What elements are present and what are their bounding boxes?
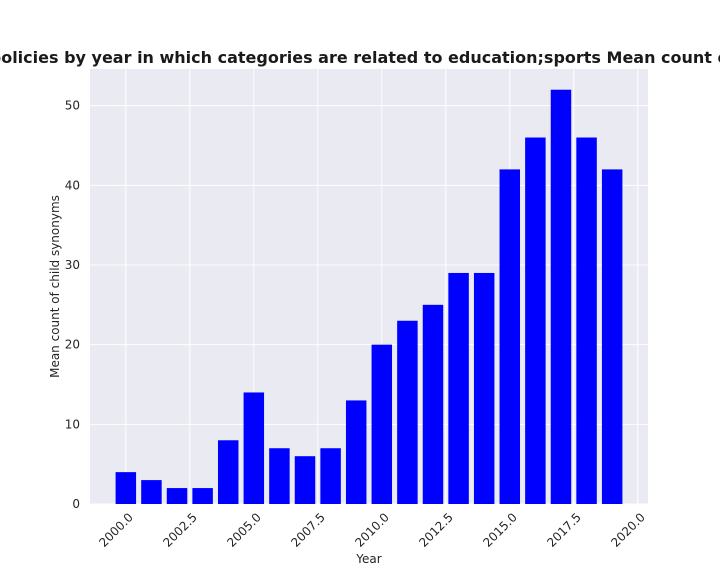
chart-title: Mean count of child synonyms in privacy … (0, 48, 720, 67)
x-tick-label-5: 2012.5 (416, 510, 456, 550)
bar-2001 (141, 480, 162, 504)
bar-2003 (192, 488, 213, 504)
x-tick-label-1: 2002.5 (160, 510, 200, 550)
x-tick-label-3: 2007.5 (288, 510, 328, 550)
bar-2009 (345, 400, 367, 504)
y-tick-label-1: 10 (65, 417, 80, 431)
x-axis-label: Year (355, 552, 381, 566)
bar-2015 (499, 169, 521, 504)
x-tick-label-2: 2005.0 (224, 510, 264, 550)
bars (115, 89, 623, 504)
bar-2019 (601, 169, 623, 504)
bar-2010 (371, 344, 393, 504)
x-tick-label-7: 2017.5 (544, 510, 584, 550)
x-tick-label-0: 2000.0 (96, 510, 136, 550)
bar-2002 (166, 488, 188, 504)
bar-2012 (422, 304, 444, 504)
y-tick-label-3: 30 (65, 258, 80, 272)
y-tick-label-2: 20 (65, 338, 80, 352)
x-tick-label-8: 2020.0 (608, 510, 648, 550)
bar-2011 (397, 320, 418, 504)
bar-2007 (294, 456, 316, 504)
bar-2008 (320, 448, 341, 504)
bar-2018 (576, 137, 597, 504)
bar-2014 (473, 272, 495, 504)
bar-2005 (243, 392, 265, 504)
y-tick-label-4: 40 (65, 178, 80, 192)
bar-2006 (269, 448, 290, 504)
x-tick-label-6: 2015.0 (480, 510, 520, 550)
bar-2016 (525, 137, 546, 504)
y-tick-label-5: 50 (65, 99, 80, 113)
x-tick-label-4: 2010.0 (352, 510, 392, 550)
bar-2000 (115, 472, 137, 504)
bar-2013 (448, 272, 469, 504)
y-axis-ticks: 0 10 20 30 40 50 (65, 99, 80, 511)
x-axis-ticks: 2000.0 2002.5 2005.0 2007.5 2010.0 2012.5 2015… (96, 510, 648, 550)
y-axis-label: Mean count of child synonyms (48, 195, 62, 378)
bar-2017 (550, 89, 572, 504)
y-tick-label-0: 0 (72, 497, 80, 511)
bar-2004 (217, 440, 239, 504)
